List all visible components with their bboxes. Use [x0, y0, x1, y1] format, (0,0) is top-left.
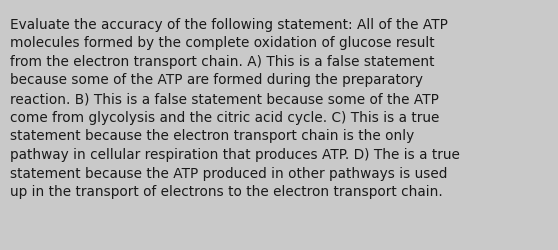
Text: Evaluate the accuracy of the following statement: All of the ATP
molecules forme: Evaluate the accuracy of the following s… [10, 18, 460, 198]
